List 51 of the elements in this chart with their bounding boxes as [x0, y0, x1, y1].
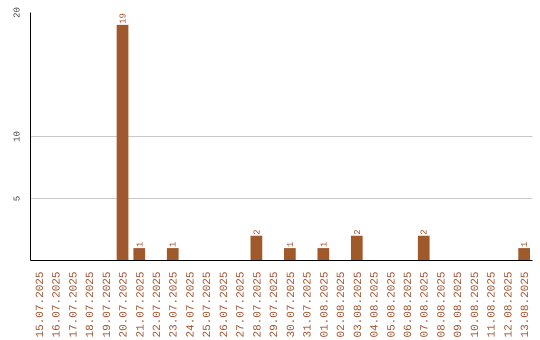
bar — [418, 236, 430, 260]
x-tick-label: 29.07.2025 — [269, 271, 282, 338]
x-tick-label: 24.07.2025 — [185, 271, 198, 338]
data-label: 1 — [286, 242, 296, 248]
x-tick-label: 31.07.2025 — [302, 271, 315, 338]
data-label: 19 — [118, 13, 129, 24]
x-tick-label: 04.08.2025 — [370, 271, 382, 338]
bar — [317, 248, 330, 260]
x-tick-label: 01.08.2025 — [319, 271, 332, 338]
bar — [166, 248, 179, 260]
x-tick-label: 05.08.2025 — [386, 271, 398, 338]
x-tick-label: 08.08.2025 — [436, 271, 448, 338]
x-tick-label: 02.08.2025 — [336, 271, 348, 338]
data-label: 1 — [319, 242, 330, 248]
x-tick-label: 20.07.2025 — [118, 271, 131, 338]
x-tick-label: 17.07.2025 — [68, 271, 80, 338]
x-tick-label: 21.07.2025 — [135, 271, 148, 338]
y-tick-label: 20 — [12, 7, 22, 18]
x-tick-label: 03.08.2025 — [352, 271, 365, 338]
bar — [350, 236, 363, 260]
x-tick-label: 09.08.2025 — [453, 271, 466, 338]
x-tick-label: 19.07.2025 — [102, 271, 114, 338]
x-tick-label: 15.07.2025 — [34, 271, 47, 338]
bar — [518, 248, 530, 260]
x-tick-label: 11.08.2025 — [486, 271, 499, 338]
x-tick-label: 06.08.2025 — [403, 271, 415, 338]
x-tick-label: 10.08.2025 — [470, 271, 482, 338]
data-label: 2 — [352, 229, 363, 235]
x-tick-label: 25.07.2025 — [202, 271, 214, 338]
x-tick-label: 13.08.2025 — [520, 271, 532, 338]
bar — [284, 248, 296, 260]
x-tick-label: 07.08.2025 — [420, 271, 432, 338]
data-label: 2 — [420, 229, 430, 235]
data-label: 1 — [135, 242, 146, 248]
bar — [133, 248, 146, 260]
x-tick-label: 12.08.2025 — [503, 271, 516, 338]
y-tick-label: 10 — [12, 131, 22, 142]
bar — [116, 24, 128, 260]
x-tick-label: 18.07.2025 — [85, 271, 98, 338]
x-tick-label: 26.07.2025 — [218, 271, 231, 338]
x-tick-label: 23.07.2025 — [168, 271, 181, 338]
x-tick-label: 30.07.2025 — [286, 271, 298, 338]
x-tick-label: 22.07.2025 — [152, 271, 164, 338]
data-label: 2 — [252, 229, 262, 235]
bar — [250, 236, 262, 260]
x-tick-label: 27.07.2025 — [236, 271, 248, 338]
y-tick-label: 5 — [12, 196, 22, 202]
data-label: 1 — [168, 242, 179, 248]
x-tick-label: 16.07.2025 — [52, 271, 64, 338]
x-tick-label: 28.07.2025 — [252, 271, 264, 338]
data-label: 1 — [520, 242, 530, 248]
